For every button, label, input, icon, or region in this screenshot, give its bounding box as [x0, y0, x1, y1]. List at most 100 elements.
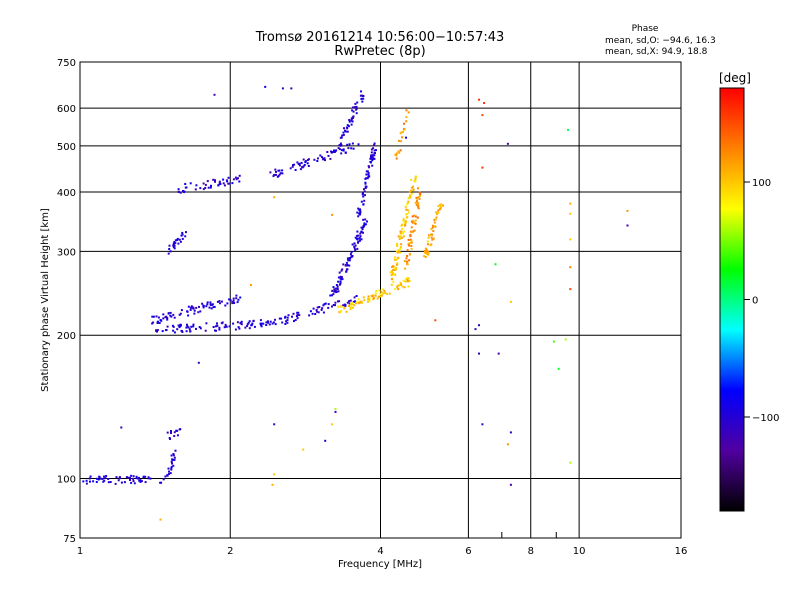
echo-point: [349, 302, 352, 305]
echo-point: [370, 148, 373, 151]
axis-ticks: 1 2 4 6 8 10 16 75 100 200 300 400 500 600 750: [57, 58, 687, 557]
echo-point: [350, 123, 353, 126]
echo-point: [361, 100, 364, 103]
echo-point: [157, 320, 159, 323]
echo-point: [400, 140, 403, 143]
echo-point: [232, 322, 235, 325]
echo-point: [173, 435, 176, 437]
echo-point: [315, 310, 318, 313]
echo-point: [400, 236, 403, 239]
echo-point: [286, 321, 289, 324]
echo-point: [262, 322, 265, 325]
echo-point: [172, 246, 175, 249]
echo-point: [332, 304, 335, 306]
y-tick-label: 600: [57, 104, 76, 115]
echo-point: [275, 170, 277, 173]
echo-point: [356, 230, 359, 233]
echo-point: [130, 481, 133, 484]
echo-point: [168, 470, 170, 473]
plot-frame: [79, 61, 682, 539]
echo-point: [155, 315, 158, 318]
echo-point: [312, 307, 315, 310]
echo-point: [396, 257, 399, 260]
echo-point: [339, 136, 342, 139]
echo-point: [414, 178, 417, 181]
echo-point: [366, 177, 369, 180]
echo-point: [233, 302, 236, 304]
echo-point: [382, 288, 385, 291]
echo-point: [228, 325, 231, 328]
echo-point: [174, 239, 177, 242]
echo-point: [322, 311, 325, 314]
echo-point: [426, 240, 429, 243]
echo-point: [399, 149, 402, 152]
echo-point: [189, 182, 192, 185]
echo-point: [371, 295, 374, 298]
echo-point: [181, 233, 184, 236]
echo-point: [179, 240, 182, 243]
echo-point: [133, 482, 136, 485]
echo-point: [346, 264, 348, 267]
echo-point: [123, 481, 126, 484]
echo-point: [327, 303, 330, 306]
echo-point: [340, 149, 343, 152]
echo-point: [402, 279, 405, 282]
echo-point: [369, 160, 372, 163]
echo-point: [414, 180, 417, 183]
echo-point: [410, 239, 413, 242]
echo-point: [360, 97, 363, 100]
echo-point: [402, 130, 404, 133]
echo-point: [167, 252, 170, 255]
echo-point: [281, 172, 284, 175]
echo-point: [399, 246, 402, 248]
echo-point: [409, 235, 412, 238]
echo-point: [130, 474, 133, 477]
echo-point: [401, 285, 404, 288]
echo-point: [89, 480, 91, 483]
echo-point: [96, 477, 98, 480]
echo-point: [359, 235, 362, 238]
echo-point: [411, 215, 414, 218]
echo-point: [425, 252, 428, 255]
echo-point: [174, 242, 177, 244]
echo-point: [439, 207, 442, 210]
echo-point: [392, 280, 395, 283]
echo-point: [151, 315, 154, 318]
echo-point: [357, 207, 360, 210]
echo-point: [433, 218, 436, 221]
echo-point: [351, 120, 354, 123]
echo-point: [353, 106, 356, 109]
echo-point: [172, 325, 175, 328]
echo-point: [430, 236, 433, 239]
echo-point: [349, 308, 352, 311]
echo-point: [367, 172, 370, 174]
echo-point: [166, 431, 169, 434]
echo-point: [238, 174, 241, 177]
echo-points: [82, 85, 629, 521]
echo-point: [419, 194, 421, 196]
echo-point: [225, 325, 228, 328]
echo-point: [204, 329, 207, 332]
echo-point: [266, 320, 269, 323]
echo-point: [137, 477, 140, 480]
echo-point: [172, 454, 175, 457]
echo-point: [170, 432, 172, 434]
echo-point: [129, 479, 131, 481]
echo-point: [301, 166, 304, 169]
echo-point: [406, 278, 409, 281]
echo-point: [173, 242, 176, 245]
echo-point: [509, 300, 512, 303]
echo-point: [364, 185, 367, 188]
echo-point: [363, 222, 366, 225]
echo-point: [405, 116, 408, 118]
echo-point: [361, 94, 364, 97]
echo-point: [406, 277, 409, 280]
echo-point: [165, 315, 168, 318]
echo-point: [398, 139, 400, 142]
echo-point: [410, 245, 413, 247]
echo-point: [365, 177, 368, 180]
echo-point: [408, 190, 411, 193]
echo-point: [406, 263, 409, 266]
echo-point: [331, 213, 334, 216]
echo-point: [170, 430, 172, 432]
